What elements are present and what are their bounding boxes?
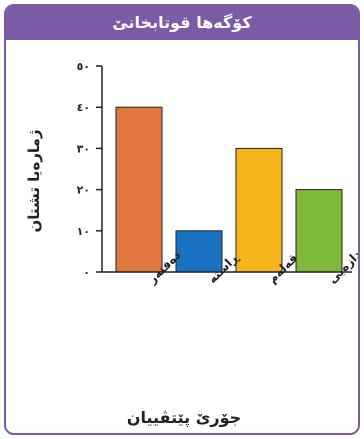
- bar: [115, 106, 163, 273]
- chart-card: كۆگەها قوتابخانێ ٠ ١٠ ٢٠ ٣٠ ٤٠ ٥٠ دەفتەر ڕاستە…: [4, 4, 360, 435]
- x-axis-title: جۆرێ پێتڤییان: [126, 408, 242, 427]
- y-axis-title-wrap: ژمارەیا تشتان: [14, 86, 54, 276]
- bar: [295, 189, 343, 273]
- chart-title: كۆگەها قوتابخانێ: [6, 6, 358, 40]
- bar: [235, 147, 283, 273]
- y-tick-label: ٠: [83, 266, 90, 279]
- y-tick-label: ٣٠: [77, 142, 90, 155]
- y-tick-label: ٤٠: [77, 101, 90, 114]
- y-axis-title: ژمارەیا تشتان: [25, 129, 43, 233]
- y-tick-label: ٥٠: [77, 60, 90, 73]
- y-tick-label: ٢٠: [77, 184, 90, 197]
- y-tick-label: ١٠: [77, 225, 90, 238]
- y-axis-ticks: ٠ ١٠ ٢٠ ٣٠ ٤٠ ٥٠: [77, 60, 102, 279]
- bars: [115, 106, 343, 273]
- bar: [175, 230, 223, 273]
